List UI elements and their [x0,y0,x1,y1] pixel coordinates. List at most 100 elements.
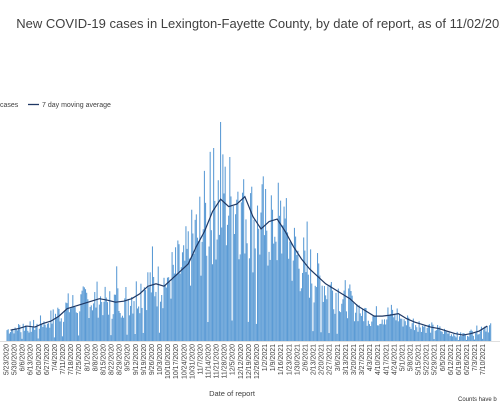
case-bar [388,315,390,341]
case-bar [98,304,100,341]
x-tick-label: 6/26/2021 [464,344,471,375]
x-tick-label: 6/12/2021 [448,344,455,375]
x-tick-label: 11/14/2020 [206,344,213,379]
x-tick-label: 2/6/2021 [302,344,309,371]
case-bar [187,231,189,341]
case-bar [190,285,192,341]
x-tick-label: 6/19/2021 [456,344,463,375]
case-bar [273,243,275,341]
case-bar [246,243,248,341]
case-bar [385,324,387,341]
case-bar [245,219,247,341]
case-bar [374,315,376,341]
x-tick-label: 4/24/2021 [391,344,398,375]
case-bar [318,263,320,341]
case-bar [303,237,305,341]
case-bar [188,258,190,341]
case-bar [104,286,106,341]
case-bar [38,328,40,341]
case-bar [75,312,77,341]
case-bar [404,321,406,341]
case-bar [133,301,135,341]
case-bar [461,336,463,341]
x-tick-label: 9/12/2020 [133,344,140,375]
case-bar [396,308,398,341]
moving-average-line [10,195,488,336]
case-bar [158,332,160,341]
case-bar [239,254,241,341]
case-bar [42,326,44,341]
case-bar [261,184,263,341]
case-bar [370,326,372,341]
case-bar [277,182,279,341]
case-bar [117,288,119,341]
case-bar [381,319,383,341]
case-bar [312,331,314,341]
case-bar [208,246,210,341]
case-bar [255,323,257,341]
x-tick-label: 5/1/2021 [399,344,406,371]
case-bar [181,252,184,341]
case-bar [132,313,134,341]
case-bar [194,219,196,341]
case-bar [422,325,424,341]
case-bar [169,282,171,341]
case-bar [313,302,315,341]
case-bar [143,287,145,341]
case-bar [320,332,322,341]
case-bar [179,273,181,341]
case-bar [18,324,20,341]
case-bar [81,290,83,341]
case-bar [126,334,128,341]
case-bar [213,148,215,341]
case-bar [423,326,425,341]
x-tick-label: 9/26/2020 [149,344,156,375]
case-bar [439,326,441,341]
case-bar [447,333,449,341]
case-bar [121,315,123,341]
x-tick-label: 11/7/2020 [197,344,204,375]
case-bar [378,325,380,341]
case-bar [157,266,159,341]
case-bar [358,305,360,341]
case-bar [140,283,142,341]
case-bar [155,291,157,341]
case-bar [440,331,442,341]
case-bar [469,331,471,341]
case-bar [416,327,418,341]
case-bar [389,314,391,341]
x-tick-label: 7/4/2020 [52,344,59,371]
x-tick-label: 3/20/2021 [351,344,358,375]
x-tick-label: 8/1/2020 [84,344,91,371]
case-bar [89,306,91,341]
case-bar [458,336,461,341]
case-bar [254,248,256,341]
case-bar [154,296,156,341]
x-tick-label: 1/16/2021 [278,344,285,375]
case-bar [97,317,99,341]
case-bar [195,214,197,341]
x-tick-label: 2/27/2021 [327,344,334,375]
case-bar [103,301,105,341]
case-bar [411,323,413,341]
x-tick-label: 12/12/2020 [238,344,245,379]
case-bar [475,332,477,341]
case-bar [251,186,253,341]
case-bar [329,284,331,341]
case-bar [476,325,478,341]
case-bar [262,176,264,341]
case-bar [250,193,252,341]
case-bar [198,241,200,341]
x-tick-label: 7/25/2020 [76,344,83,375]
case-bar [12,328,14,341]
case-bar [464,334,466,341]
case-bar [443,328,446,341]
case-bar [23,330,25,341]
case-bar [315,287,317,341]
case-bar [446,331,448,341]
case-bar [125,287,127,341]
x-tick-labels: 5/23/2020 5/30/2020 6/6/2020 6/13/2020 6/20/… [4,344,488,379]
case-bar [379,323,381,341]
case-bar [113,294,115,341]
case-bar [57,307,59,341]
